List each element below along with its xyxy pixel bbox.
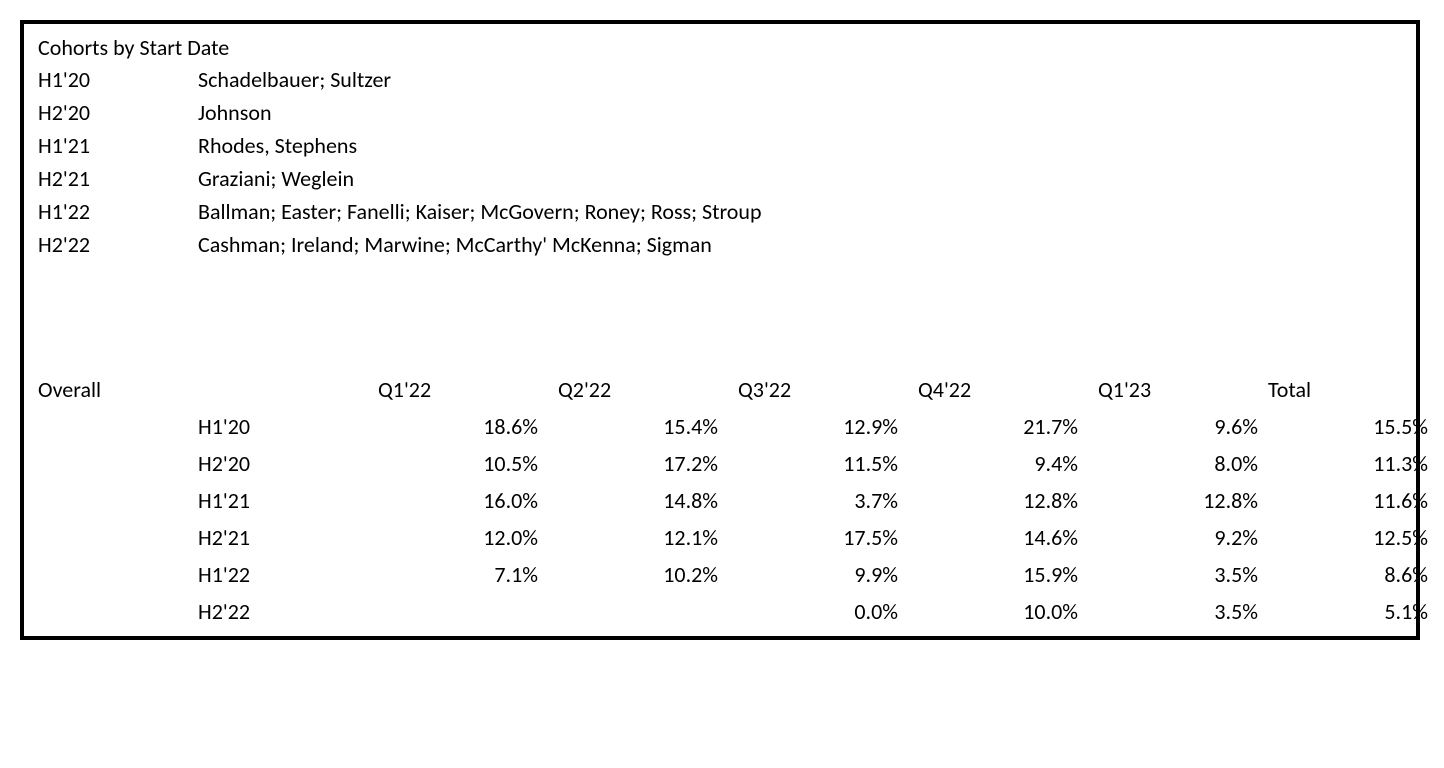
table-cell-value: 18.6% bbox=[358, 408, 538, 445]
cohort-row: H1'21 Rhodes, Stephens bbox=[38, 129, 1402, 162]
cohort-period: H1'22 bbox=[38, 195, 198, 228]
table-cell-value: 0.0% bbox=[718, 593, 898, 630]
table-header-blank bbox=[198, 371, 358, 408]
table-header-row: Overall Q1'22 Q2'22 Q3'22 Q4'22 Q1'23 To… bbox=[38, 371, 1428, 408]
table-cell-value: 15.9% bbox=[898, 556, 1078, 593]
table-cell-blank bbox=[38, 445, 198, 482]
cohort-period: H2'21 bbox=[38, 162, 198, 195]
cohort-row: H1'20 Schadelbauer; Sultzer bbox=[38, 63, 1402, 96]
table-cell-blank bbox=[38, 556, 198, 593]
table-cell-total: 11.6% bbox=[1258, 482, 1428, 519]
table-header-total: Total bbox=[1258, 371, 1428, 408]
table-cell-total: 12.5% bbox=[1258, 519, 1428, 556]
table-cell-value: 14.6% bbox=[898, 519, 1078, 556]
cohort-members: Schadelbauer; Sultzer bbox=[198, 63, 1402, 96]
table-cell-period: H2'22 bbox=[198, 593, 358, 630]
table-header-q1-22: Q1'22 bbox=[358, 371, 538, 408]
table-cell-value: 3.7% bbox=[718, 482, 898, 519]
table-row: H1'21 16.0% 14.8% 3.7% 12.8% 12.8% 11.6% bbox=[38, 482, 1428, 519]
table-cell-value: 12.8% bbox=[1078, 482, 1258, 519]
table-header-q2-22: Q2'22 bbox=[538, 371, 718, 408]
cohorts-list: H1'20 Schadelbauer; Sultzer H2'20 Johnso… bbox=[38, 63, 1402, 261]
overall-label: Overall bbox=[38, 371, 198, 408]
cohort-members: Cashman; Ireland; Marwine; McCarthy' McK… bbox=[198, 228, 1402, 261]
table-cell-value: 9.2% bbox=[1078, 519, 1258, 556]
table-cell-blank bbox=[38, 482, 198, 519]
table-cell-blank bbox=[38, 519, 198, 556]
cohort-members: Graziani; Weglein bbox=[198, 162, 1402, 195]
table-cell-value: 14.8% bbox=[538, 482, 718, 519]
table-cell-value: 10.0% bbox=[898, 593, 1078, 630]
table-row: H2'20 10.5% 17.2% 11.5% 9.4% 8.0% 11.3% bbox=[38, 445, 1428, 482]
table-cell-value: 17.2% bbox=[538, 445, 718, 482]
table-row: H1'22 7.1% 10.2% 9.9% 15.9% 3.5% 8.6% bbox=[38, 556, 1428, 593]
table-cell-total: 11.3% bbox=[1258, 445, 1428, 482]
table-cell-value: 8.0% bbox=[1078, 445, 1258, 482]
cohort-members: Rhodes, Stephens bbox=[198, 129, 1402, 162]
table-cell-value: 10.5% bbox=[358, 445, 538, 482]
table-cell-total: 8.6% bbox=[1258, 556, 1428, 593]
table-cell-total: 15.5% bbox=[1258, 408, 1428, 445]
cohort-row: H2'22 Cashman; Ireland; Marwine; McCarth… bbox=[38, 228, 1402, 261]
table-cell-period: H1'22 bbox=[198, 556, 358, 593]
cohort-period: H2'22 bbox=[38, 228, 198, 261]
cohort-row: H2'20 Johnson bbox=[38, 96, 1402, 129]
cohort-members: Ballman; Easter; Fanelli; Kaiser; McGove… bbox=[198, 195, 1402, 228]
spacer bbox=[38, 261, 1402, 371]
table-cell-value bbox=[538, 593, 718, 630]
table-cell-blank bbox=[38, 408, 198, 445]
table-cell-value: 16.0% bbox=[358, 482, 538, 519]
table-cell-period: H2'21 bbox=[198, 519, 358, 556]
table-cell-value: 9.9% bbox=[718, 556, 898, 593]
table-cell-value: 12.0% bbox=[358, 519, 538, 556]
table-header-q3-22: Q3'22 bbox=[718, 371, 898, 408]
table-cell-period: H1'20 bbox=[198, 408, 358, 445]
cohort-period: H2'20 bbox=[38, 96, 198, 129]
table-cell-value: 15.4% bbox=[538, 408, 718, 445]
table-row: H2'21 12.0% 12.1% 17.5% 14.6% 9.2% 12.5% bbox=[38, 519, 1428, 556]
table-cell-period: H1'21 bbox=[198, 482, 358, 519]
table-cell-value: 7.1% bbox=[358, 556, 538, 593]
table-cell-value: 10.2% bbox=[538, 556, 718, 593]
table-header-q1-23: Q1'23 bbox=[1078, 371, 1258, 408]
overall-table: Overall Q1'22 Q2'22 Q3'22 Q4'22 Q1'23 To… bbox=[38, 371, 1428, 630]
table-cell-value: 21.7% bbox=[898, 408, 1078, 445]
table-cell-value: 3.5% bbox=[1078, 556, 1258, 593]
table-cell-value: 9.6% bbox=[1078, 408, 1258, 445]
cohorts-title: Cohorts by Start Date bbox=[38, 34, 1402, 61]
cohort-period: H1'21 bbox=[38, 129, 198, 162]
table-row: H1'20 18.6% 15.4% 12.9% 21.7% 9.6% 15.5% bbox=[38, 408, 1428, 445]
table-cell-value: 12.1% bbox=[538, 519, 718, 556]
table-row: H2'22 0.0% 10.0% 3.5% 5.1% bbox=[38, 593, 1428, 630]
report-container: Cohorts by Start Date H1'20 Schadelbauer… bbox=[20, 20, 1420, 640]
table-cell-value: 12.9% bbox=[718, 408, 898, 445]
cohort-row: H2'21 Graziani; Weglein bbox=[38, 162, 1402, 195]
table-cell-period: H2'20 bbox=[198, 445, 358, 482]
table-cell-blank bbox=[38, 593, 198, 630]
table-cell-value: 11.5% bbox=[718, 445, 898, 482]
table-cell-total: 5.1% bbox=[1258, 593, 1428, 630]
table-cell-value: 17.5% bbox=[718, 519, 898, 556]
cohort-period: H1'20 bbox=[38, 63, 198, 96]
cohort-members: Johnson bbox=[198, 96, 1402, 129]
table-cell-value bbox=[358, 593, 538, 630]
table-cell-value: 12.8% bbox=[898, 482, 1078, 519]
table-cell-value: 3.5% bbox=[1078, 593, 1258, 630]
cohort-row: H1'22 Ballman; Easter; Fanelli; Kaiser; … bbox=[38, 195, 1402, 228]
table-cell-value: 9.4% bbox=[898, 445, 1078, 482]
table-header-q4-22: Q4'22 bbox=[898, 371, 1078, 408]
